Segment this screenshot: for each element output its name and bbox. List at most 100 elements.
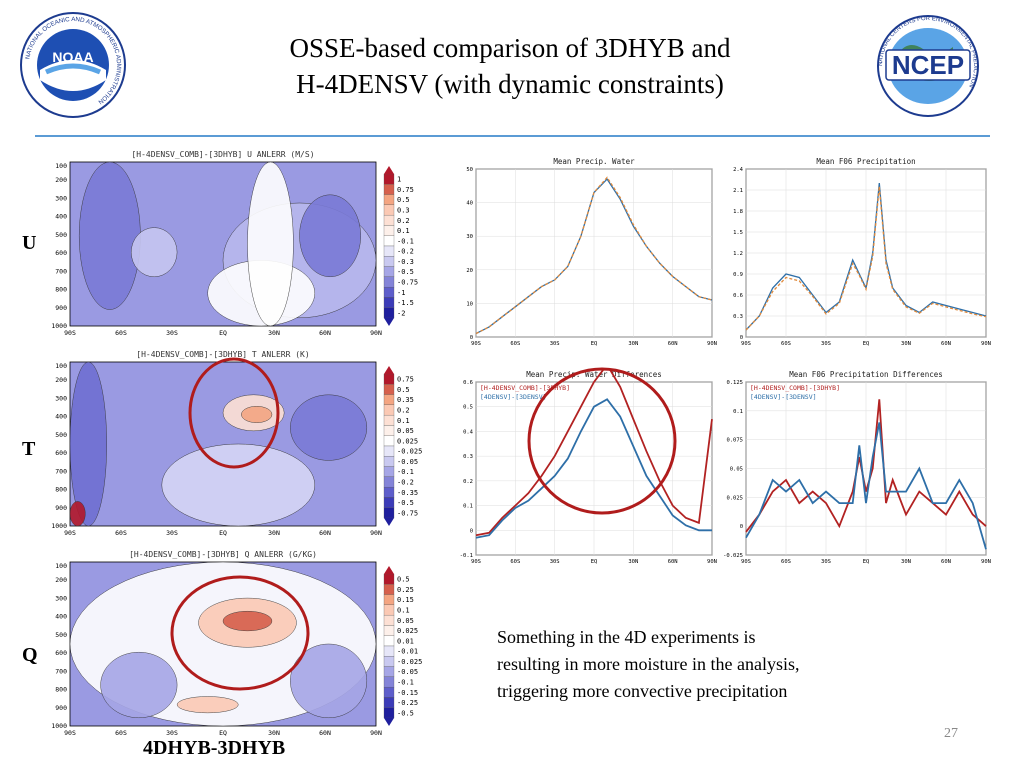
colorbar-swatch: [383, 384, 395, 395]
x-tick-label: 60N: [941, 341, 951, 347]
y-tick-label: 1.5: [733, 230, 743, 236]
y-tick-label: 400: [55, 413, 67, 421]
x-tick-label: 90N: [370, 329, 382, 337]
colorbar-label: -1.5: [397, 299, 414, 307]
colorbar-swatch: [383, 645, 395, 657]
ncep-logo: NCEP NATIONAL CENTERS FOR ENVIRONMENTAL …: [877, 15, 979, 117]
y-tick-label: 900: [55, 304, 67, 312]
colorbar-label: -0.01: [397, 648, 418, 656]
contour-region-2: [241, 406, 273, 423]
y-tick-label: 1000: [51, 722, 67, 730]
colorbar-label: 0.3: [397, 207, 410, 215]
x-tick-label: 90S: [64, 529, 76, 537]
colorbar-label: 0.75: [397, 186, 414, 194]
colorbar-swatch: [383, 435, 395, 447]
y-tick-label: 300: [55, 194, 67, 202]
x-tick-label: EQ: [863, 341, 870, 347]
colorbar-swatch: [383, 276, 395, 288]
colorbar-label: -0.75: [397, 279, 418, 287]
colorbar-swatch: [383, 456, 395, 467]
x-tick-label: 30S: [821, 341, 831, 347]
mean-precip-water-chart: Mean Precip. Water 90S 60S 30S EQ 30N 60N 90N 0 1…: [466, 157, 717, 347]
ncep-logo-text: NCEP: [892, 50, 964, 80]
colorbar-swatch: [383, 286, 395, 298]
colorbar-label: 1: [397, 176, 401, 184]
colorbar-top-arrow: [384, 566, 394, 574]
y-tick-label: 0: [470, 335, 473, 341]
x-tick-label: 30S: [166, 329, 178, 337]
x-tick-label: 30S: [550, 341, 560, 347]
colorbar-swatch: [383, 297, 395, 308]
contour-region-0: [78, 161, 141, 310]
x-tick-label: 90S: [741, 559, 751, 565]
x-tick-label: 60S: [510, 559, 520, 565]
contour-region-3: [100, 651, 178, 719]
y-tick-label: 100: [55, 562, 67, 570]
colorbar-swatch: [383, 214, 395, 226]
colorbar-swatch: [383, 635, 395, 647]
y-tick-label: 0.3: [463, 454, 473, 460]
colorbar-swatch: [383, 497, 395, 508]
y-tick-label: 0.6: [733, 293, 743, 299]
colorbar-label: -0.3: [397, 258, 414, 266]
y-tick-label: 200: [55, 576, 67, 584]
y-tick-label: 300: [55, 394, 67, 402]
y-tick-label: 0.1: [463, 504, 473, 510]
colorbar-label: 0.01: [397, 637, 414, 645]
x-tick-label: 30N: [268, 729, 280, 737]
colorbar-swatch: [383, 584, 395, 595]
contour-region-0: [69, 361, 107, 527]
colorbar-swatch: [383, 256, 395, 267]
x-tick-label: EQ: [591, 341, 598, 347]
y-tick-label: 0.025: [726, 495, 743, 501]
colorbar-swatch: [383, 466, 395, 478]
colorbar-swatch: [383, 425, 395, 436]
colorbar-swatch: [383, 235, 395, 247]
x-tick-label: 30N: [268, 329, 280, 337]
contour-region-4: [290, 394, 368, 461]
y-tick-label: 0.3: [733, 314, 743, 320]
colorbar-label: -0.05: [397, 668, 418, 676]
y-tick-label: 800: [55, 686, 67, 694]
y-tick-label: 700: [55, 467, 67, 475]
title-line-1: OSSE-based comparison of 3DHYB and: [289, 33, 731, 63]
colorbar-label: -0.5: [397, 268, 414, 276]
legend-entry-0: [H-4DENSV_COMB]-[3DHYB]: [750, 384, 840, 392]
y-tick-label: 600: [55, 249, 67, 257]
colorbar-label: 0.025: [397, 627, 418, 635]
chart-title: Mean F06 Precipitation Differences: [789, 370, 943, 379]
colorbar-label: -0.05: [397, 458, 418, 466]
y-tick-label: 0.5: [463, 405, 473, 411]
y-tick-label: 50: [466, 167, 473, 173]
f06-precip-diff-chart: Mean F06 Precipitation Differences 90S 60S…: [723, 370, 991, 565]
y-tick-label: 300: [55, 594, 67, 602]
colorbar-swatch: [383, 445, 395, 457]
note-line-1: Something in the 4D experiments is: [497, 627, 756, 647]
contour-region-4: [299, 194, 361, 278]
colorbar-label: 0.05: [397, 427, 414, 435]
y-tick-label: 1.2: [733, 251, 743, 257]
colorbar-label: -0.35: [397, 489, 418, 497]
y-tick-label: 10: [466, 301, 473, 307]
x-tick-label: 30N: [628, 559, 638, 565]
y-tick-label: 0.125: [726, 380, 743, 386]
contour-region-4: [290, 643, 368, 719]
y-tick-label: 100: [55, 162, 67, 170]
u-anlerr-panel: [H-4DENSV_COMB]-[3DHYB] U ANLERR (M/S)10…: [51, 150, 418, 337]
title-line-2: H-4DENSV (with dynamic constraints): [296, 69, 724, 99]
x-tick-label: 60N: [668, 559, 678, 565]
colorbar-swatch: [383, 676, 395, 688]
x-tick-label: 90S: [471, 341, 481, 347]
x-tick-label: 60S: [510, 341, 520, 347]
x-tick-label: EQ: [863, 559, 870, 565]
note-line-2: resulting in more moisture in the analys…: [497, 654, 800, 674]
y-tick-label: 2.1: [733, 188, 743, 194]
chart-title: Mean Precip. Water: [553, 157, 635, 166]
x-tick-label: EQ: [219, 329, 227, 337]
x-tick-label: 60N: [319, 329, 331, 337]
colorbar-label: 0.25: [397, 586, 414, 594]
y-tick-label: 200: [55, 176, 67, 184]
colorbar-bottom-arrow: [384, 518, 394, 526]
colorbar-label: 0.5: [397, 386, 410, 394]
row-label-q: Q: [22, 644, 38, 666]
